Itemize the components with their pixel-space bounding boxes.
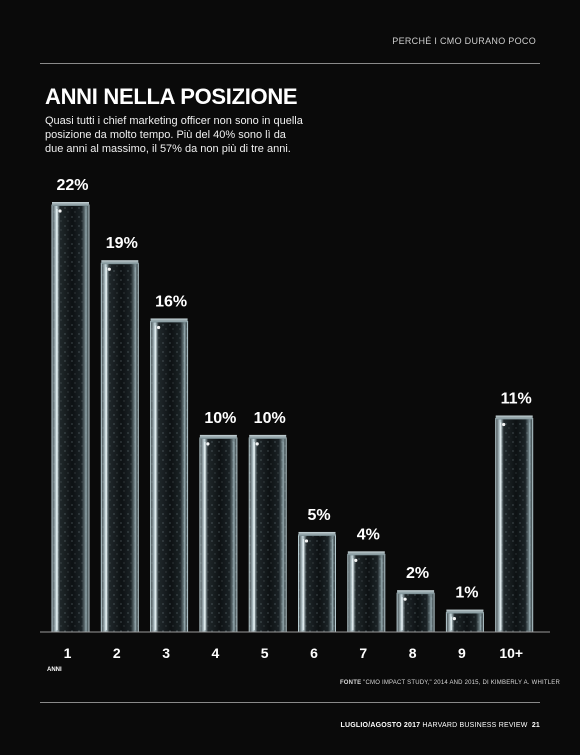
x-tick-9: 9 — [458, 645, 466, 661]
bar-9 — [445, 609, 484, 633]
bar-6 — [298, 531, 336, 633]
bar-7 — [347, 551, 386, 633]
value-label-5: 10% — [254, 410, 286, 427]
value-label-10plus: 11% — [501, 391, 532, 408]
bar-2 — [100, 260, 139, 633]
bar-10plus — [495, 415, 534, 633]
page-footer: LUGLIO/AGOSTO 2017 HARVARD BUSINESS REVI… — [341, 722, 540, 729]
value-label-4: 10% — [204, 410, 236, 427]
x-tick-10plus: 10+ — [499, 645, 523, 661]
x-tick-4: 4 — [212, 645, 220, 661]
bar-chart: 22% 1 19% 2 16% 3 10% 4 10% 5 5% 6 4% 7 2% 8 1% 9 11% 10+ — [40, 177, 550, 661]
x-tick-6: 6 — [310, 645, 318, 661]
page-number: 21 — [531, 722, 540, 729]
x-tick-1: 1 — [64, 645, 72, 661]
bottom-divider — [40, 702, 540, 703]
value-label-1: 22% — [56, 177, 88, 194]
x-tick-2: 2 — [113, 645, 121, 661]
value-label-2: 19% — [106, 235, 138, 252]
chart-title: ANNI NELLA POSIZIONE — [45, 84, 298, 109]
x-tick-8: 8 — [409, 645, 417, 661]
bar-8 — [396, 590, 435, 633]
source-label: FONTE — [339, 680, 362, 686]
x-axis-title: ANNI — [47, 667, 62, 673]
value-label-6: 5% — [307, 507, 330, 524]
bar-1 — [51, 202, 90, 633]
top-divider — [40, 63, 540, 64]
chart-subtitle: Quasi tutti i chief marketing officer no… — [45, 115, 303, 155]
x-tick-5: 5 — [261, 645, 269, 661]
bar-3 — [150, 318, 189, 633]
bar-5 — [248, 434, 287, 633]
footer-issue: LUGLIO/AGOSTO 2017 — [340, 722, 421, 729]
value-label-3: 16% — [155, 293, 187, 310]
section-label: PERCHÉ I CMO DURANO POCO — [392, 36, 536, 46]
x-tick-7: 7 — [359, 645, 367, 661]
footer-magazine: HARVARD BUSINESS REVIEW — [422, 722, 528, 729]
source-note: FONTE "CMO IMPACT STUDY," 2014 AND 2015,… — [340, 680, 560, 686]
bar-4 — [199, 434, 238, 633]
value-label-7: 4% — [357, 526, 380, 543]
x-tick-3: 3 — [162, 645, 170, 661]
value-label-8: 2% — [406, 565, 429, 582]
value-label-9: 1% — [455, 585, 478, 602]
source-text: "CMO IMPACT STUDY," 2014 AND 2015, DI KI… — [363, 680, 560, 686]
